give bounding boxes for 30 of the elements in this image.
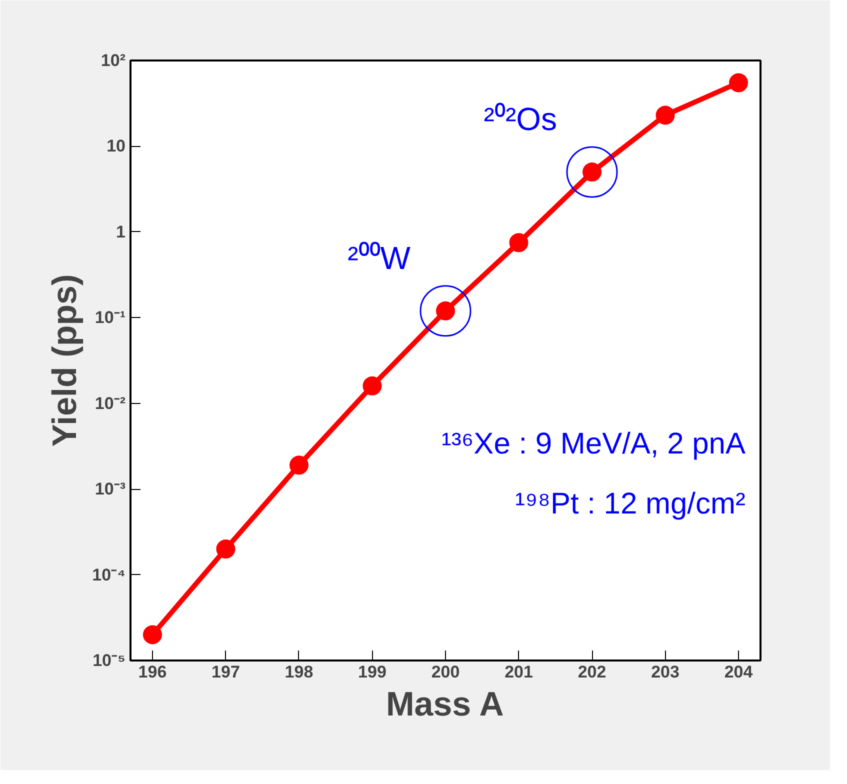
point (509, 233, 528, 252)
point (729, 73, 748, 92)
y-axis-title: Yield (pps) (46, 274, 84, 447)
x-axis-title: Mass A (386, 686, 504, 724)
y-tick-label: 10 (106, 136, 126, 156)
point (289, 456, 308, 475)
annotation: ¹⁹⁸Pt : 12 mg/cm² (514, 488, 746, 520)
y-tick-label: 10² (100, 51, 126, 70)
point (142, 625, 162, 644)
y-tick-label: 10⁻⁴ (92, 565, 126, 584)
annotation: ¹³⁶Xe : 9 MeV/A, 2 pnA (441, 428, 746, 460)
annotation: ²⁰²Os (484, 101, 558, 138)
x-tick-label: 201 (504, 662, 533, 682)
x-tick-label: 202 (578, 662, 606, 682)
x-tick-label: 199 (358, 662, 386, 682)
x-tick-label: 204 (724, 662, 754, 682)
y-tick-label: 1 (116, 222, 126, 242)
y-tick-label: 10⁻¹ (94, 308, 126, 328)
x-tick-label: 197 (212, 662, 240, 682)
point (656, 106, 675, 125)
y-tick-label: 10⁻⁵ (92, 651, 126, 670)
point (216, 540, 236, 558)
x-tick-label: 196 (138, 662, 167, 682)
point (362, 376, 382, 396)
y-tick-label: 10⁻² (94, 394, 126, 413)
x-tick-label: 198 (284, 662, 314, 682)
y-tick-label: 10⁻³ (94, 480, 126, 499)
x-tick-label: 203 (651, 662, 680, 682)
x-tick-label: 200 (431, 662, 460, 682)
annotation: ²⁰⁰W (348, 240, 412, 276)
